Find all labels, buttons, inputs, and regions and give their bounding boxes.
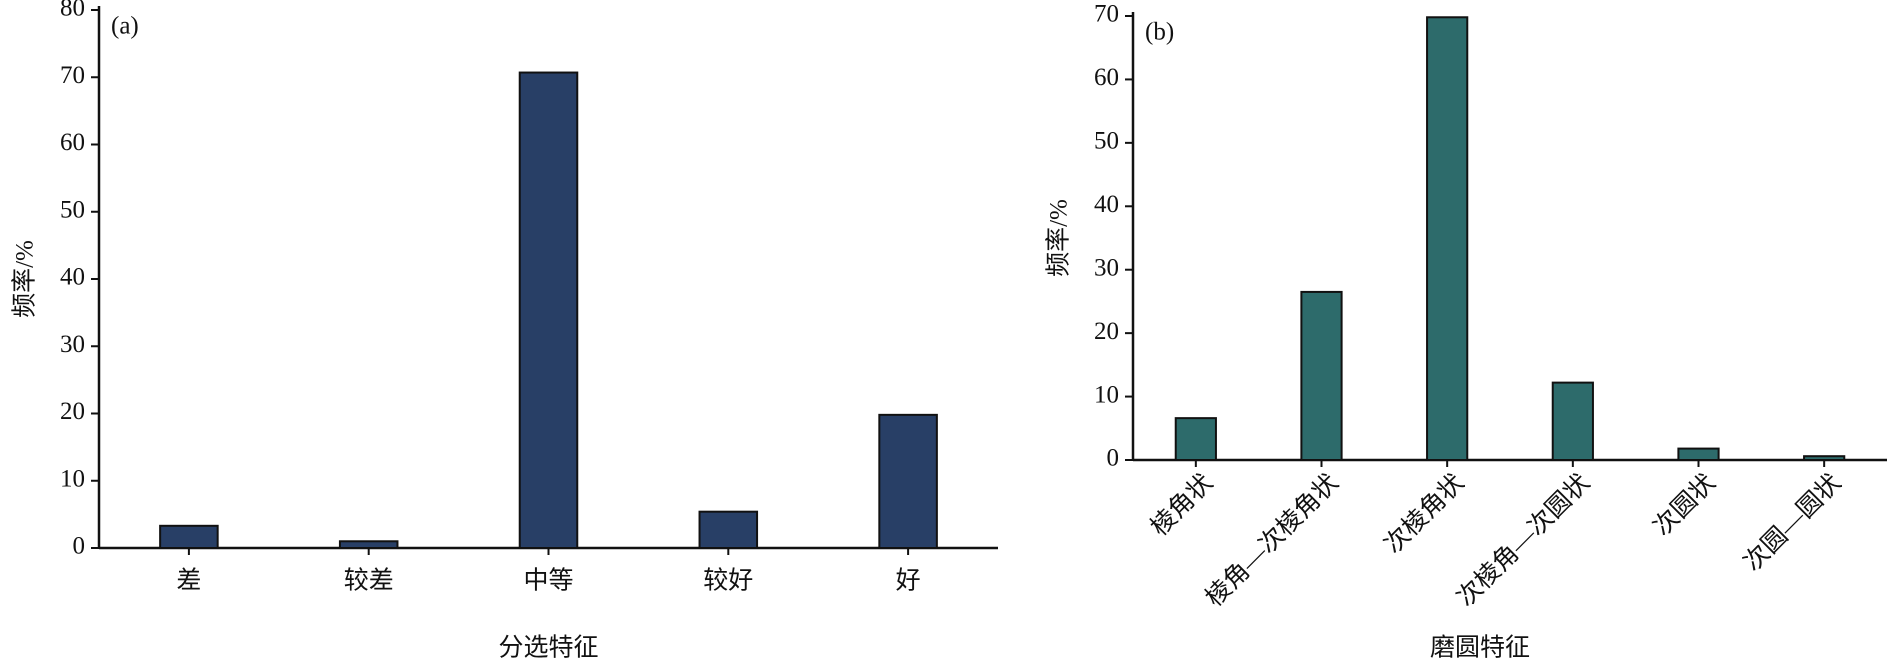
x-tick-label: 差 xyxy=(176,567,201,595)
bar xyxy=(159,524,219,549)
y-tick-label: 0 xyxy=(1107,445,1120,472)
bar xyxy=(878,413,938,549)
y-tick-label: 50 xyxy=(60,196,85,223)
x-tick-label: 棱角状 xyxy=(1145,468,1218,541)
y-tick-label: 30 xyxy=(1094,254,1119,281)
y-tick-label: 50 xyxy=(1094,128,1119,155)
y-axis-label: 频率/% xyxy=(1045,199,1073,277)
y-tick-label: 30 xyxy=(60,331,85,358)
y-tick-label: 20 xyxy=(1094,318,1119,345)
bar xyxy=(1426,16,1469,461)
x-tick-label: 好 xyxy=(896,567,921,595)
y-tick-label: 60 xyxy=(1094,64,1119,91)
x-tick-label: 次棱角状 xyxy=(1379,468,1470,559)
x-tick-label: 较差 xyxy=(344,567,394,595)
bar xyxy=(1551,381,1594,462)
x-tick-label: 较好 xyxy=(703,567,753,595)
x-axis-label: 分选特征 xyxy=(498,634,598,662)
x-tick-label: 次圆状 xyxy=(1648,468,1721,541)
y-tick-label: 70 xyxy=(1094,1,1119,28)
x-tick-label: 棱角—次棱角状 xyxy=(1200,468,1344,612)
y-tick-label: 70 xyxy=(60,62,85,89)
bar xyxy=(1677,447,1720,461)
bar xyxy=(1300,290,1343,461)
y-axis-label: 频率/% xyxy=(11,240,39,318)
y-tick-label: 10 xyxy=(1094,381,1119,408)
y-tick-label: 40 xyxy=(60,264,85,291)
y-tick-label: 20 xyxy=(60,398,85,425)
y-tick-label: 80 xyxy=(60,0,85,22)
x-axis-label: 磨圆特征 xyxy=(1430,634,1530,662)
y-tick-label: 60 xyxy=(60,129,85,156)
x-tick-label: 次棱角—次圆状 xyxy=(1452,468,1596,612)
y-tick-label: 0 xyxy=(73,533,86,560)
bar xyxy=(698,510,759,549)
bar xyxy=(1174,417,1217,462)
bar xyxy=(1803,455,1846,461)
x-tick-label: 中等 xyxy=(523,567,573,595)
y-tick-label: 10 xyxy=(60,465,85,492)
y-tick-label: 40 xyxy=(1094,191,1119,218)
annotation: (b) xyxy=(1145,19,1174,46)
bar xyxy=(338,540,399,550)
x-tick-label: 次圆—圆状 xyxy=(1738,468,1846,576)
annotation: (a) xyxy=(111,13,139,40)
bar xyxy=(518,71,579,549)
